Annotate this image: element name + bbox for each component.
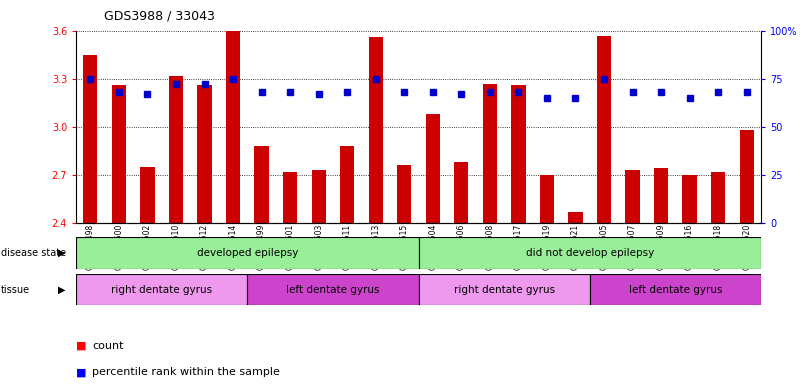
Bar <box>597 36 611 223</box>
Bar <box>169 76 183 223</box>
Bar <box>626 170 640 223</box>
Bar <box>226 31 240 223</box>
Bar <box>654 168 668 223</box>
Bar <box>511 85 525 223</box>
Text: ▶: ▶ <box>58 285 65 295</box>
Bar <box>711 172 725 223</box>
Text: right dentate gyrus: right dentate gyrus <box>453 285 554 295</box>
Text: disease state: disease state <box>1 248 66 258</box>
Bar <box>283 172 297 223</box>
Bar <box>76 237 418 269</box>
Bar <box>682 175 697 223</box>
Bar <box>590 274 761 305</box>
Text: GDS3988 / 33043: GDS3988 / 33043 <box>104 10 215 23</box>
Bar <box>140 167 155 223</box>
Bar <box>418 274 590 305</box>
Text: left dentate gyrus: left dentate gyrus <box>286 285 380 295</box>
Bar <box>425 114 440 223</box>
Text: ■: ■ <box>76 341 87 351</box>
Bar <box>397 165 412 223</box>
Bar <box>418 237 761 269</box>
Text: developed epilepsy: developed epilepsy <box>196 248 298 258</box>
Bar <box>368 37 383 223</box>
Bar <box>248 274 418 305</box>
Text: ▶: ▶ <box>58 248 65 258</box>
Bar <box>483 84 497 223</box>
Bar <box>569 212 582 223</box>
Text: ■: ■ <box>76 367 87 377</box>
Text: did not develop epilepsy: did not develop epilepsy <box>525 248 654 258</box>
Bar <box>112 85 126 223</box>
Text: percentile rank within the sample: percentile rank within the sample <box>92 367 280 377</box>
Text: right dentate gyrus: right dentate gyrus <box>111 285 212 295</box>
Bar <box>76 274 248 305</box>
Bar <box>540 175 554 223</box>
Bar <box>340 146 354 223</box>
Bar <box>83 55 98 223</box>
Bar <box>454 162 469 223</box>
Bar <box>255 146 268 223</box>
Bar <box>312 170 326 223</box>
Text: tissue: tissue <box>1 285 30 295</box>
Bar <box>197 85 211 223</box>
Text: count: count <box>92 341 123 351</box>
Text: left dentate gyrus: left dentate gyrus <box>629 285 722 295</box>
Bar <box>739 130 754 223</box>
